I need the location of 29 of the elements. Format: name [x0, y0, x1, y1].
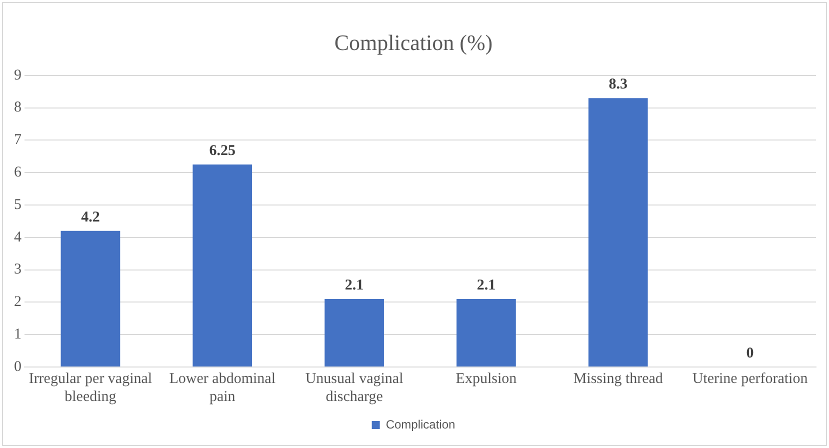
chart-title: Complication (%) [334, 30, 493, 55]
y-tick-label: 8 [14, 100, 22, 116]
bar [60, 230, 120, 366]
bar [192, 164, 252, 366]
y-tick-label: 4 [14, 229, 22, 246]
x-tick-label: Irregular per vaginal bleeding [28, 370, 152, 405]
y-tick-label: 0 [14, 358, 22, 375]
x-tick-label: Missing thread [573, 370, 664, 387]
y-tick-label: 9 [14, 67, 22, 84]
bar [456, 298, 516, 366]
x-tick-label: Lower abdominal pain [169, 370, 276, 405]
data-label: 8.3 [608, 76, 628, 92]
bar [324, 298, 384, 366]
data-label: 6.25 [209, 142, 236, 159]
legend-label: Complication [386, 417, 456, 432]
x-tick-label: Unusual vaginal discharge [305, 370, 404, 405]
y-tick-label: 2 [14, 294, 22, 310]
x-tick-label: Expulsion [456, 370, 518, 387]
y-tick-label: 3 [14, 262, 22, 278]
data-label: 0 [746, 345, 754, 362]
y-tick-label: 5 [14, 196, 22, 213]
y-tick-label: 1 [14, 326, 22, 343]
y-tick-label: 6 [14, 164, 22, 181]
data-label: 2.1 [476, 277, 496, 294]
data-label: 2.1 [344, 277, 364, 294]
x-tick-label: Uterine perforation [692, 370, 808, 387]
data-label: 4.2 [81, 209, 100, 226]
y-tick-label: 7 [14, 132, 22, 148]
bar [588, 98, 648, 366]
